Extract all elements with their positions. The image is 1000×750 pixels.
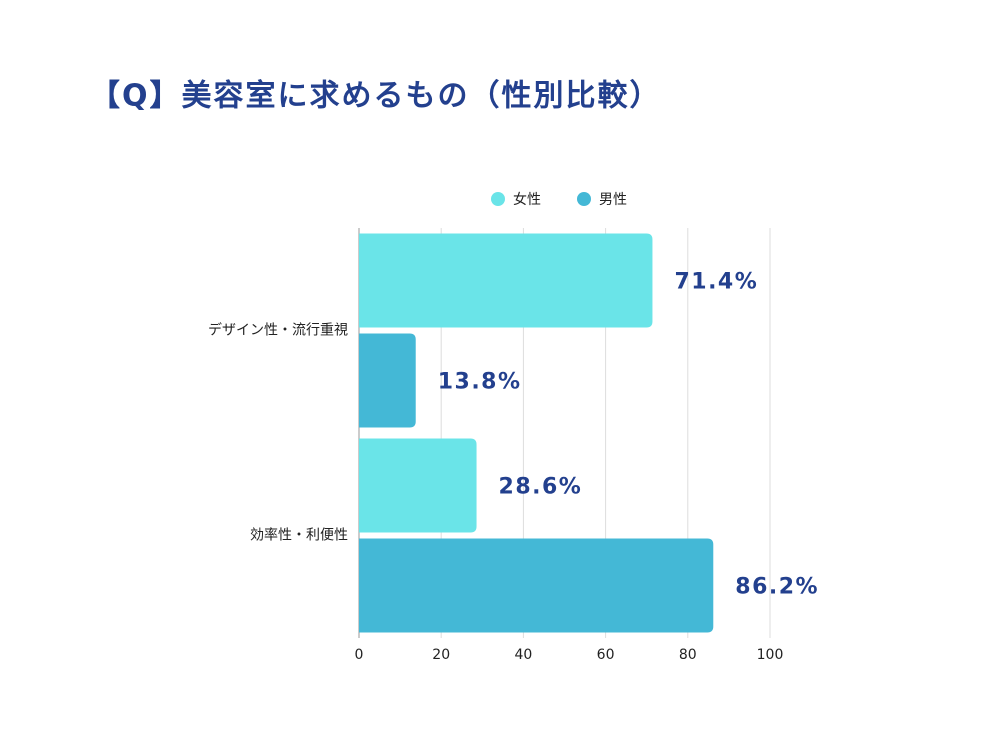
x-tick-label: 60 xyxy=(597,647,615,663)
legend-marker xyxy=(491,192,505,206)
bar xyxy=(359,538,714,633)
y-tick-label: 効率性・利便性 xyxy=(250,527,348,544)
legend-marker xyxy=(577,192,591,206)
legend-label: 女性 xyxy=(513,191,541,208)
x-tick-label: 40 xyxy=(514,647,532,663)
x-tick-label: 20 xyxy=(432,647,450,663)
data-label: 86.2% xyxy=(735,575,819,600)
bar xyxy=(359,333,416,428)
bar xyxy=(359,438,477,533)
legend-label: 男性 xyxy=(599,192,627,208)
data-label: 13.8% xyxy=(438,370,522,395)
chart-title: 【Q】美容室に求めるもの（性別比較） xyxy=(90,79,662,114)
x-tick-label: 100 xyxy=(757,647,784,663)
data-label: 71.4% xyxy=(674,270,758,295)
x-tick-label: 0 xyxy=(355,647,364,663)
data-label: 28.6% xyxy=(499,475,583,500)
bar xyxy=(359,233,653,328)
y-tick-label: デザイン性・流行重視 xyxy=(208,322,348,339)
x-tick-label: 80 xyxy=(679,647,697,663)
